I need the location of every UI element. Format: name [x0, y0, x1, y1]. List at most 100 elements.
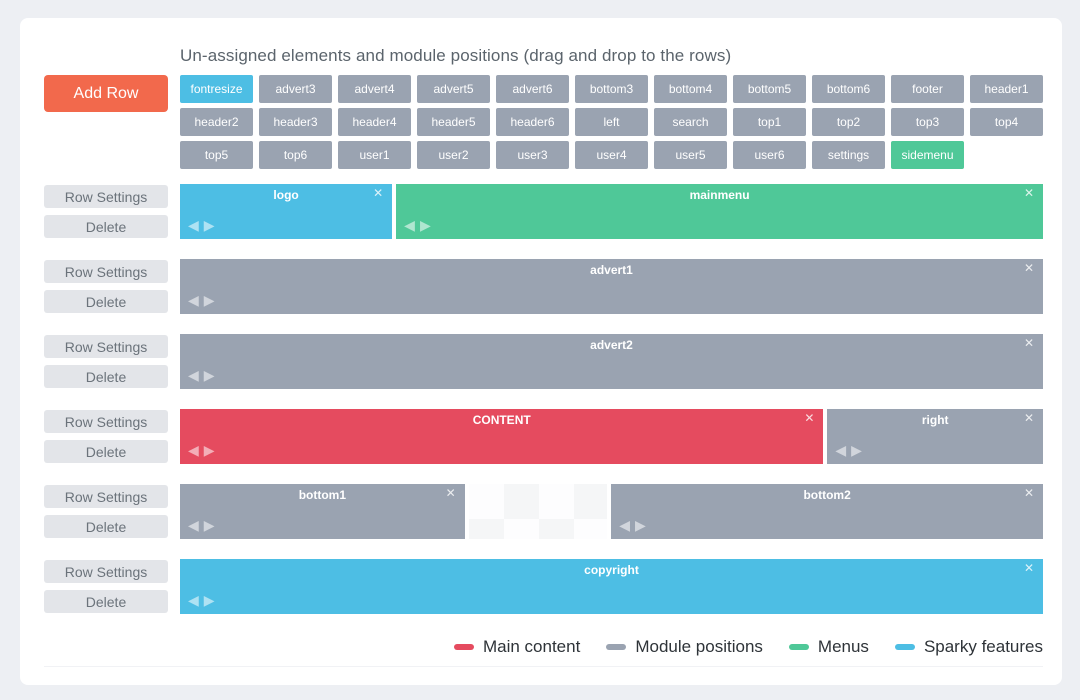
- chip-user1[interactable]: user1: [338, 141, 411, 169]
- chip-search[interactable]: search: [654, 108, 727, 136]
- resize-arrows: ◀ ▶: [188, 368, 215, 382]
- layout-builder-card: Add Row Un-assigned elements and module …: [20, 18, 1062, 685]
- row-settings-button[interactable]: Row Settings: [44, 485, 168, 508]
- legend-item: Main content: [453, 637, 581, 657]
- row-controls: Row Settings Delete: [44, 559, 180, 614]
- chip-advert3[interactable]: advert3: [259, 75, 332, 103]
- legend-label: Menus: [817, 637, 869, 656]
- resize-right-icon[interactable]: ▶: [203, 517, 215, 533]
- delete-row-button[interactable]: Delete: [44, 215, 168, 238]
- position-block-advert1[interactable]: advert1 ✕ ◀ ▶: [180, 259, 1043, 314]
- chip-header1[interactable]: header1: [970, 75, 1043, 103]
- block-label: right: [921, 413, 949, 427]
- legend-swatch: [453, 644, 474, 650]
- resize-left-icon[interactable]: ◀: [188, 367, 199, 383]
- delete-row-button[interactable]: Delete: [44, 515, 168, 538]
- chip-header2[interactable]: header2: [180, 108, 253, 136]
- remove-block-icon[interactable]: ✕: [445, 486, 456, 500]
- position-block-content[interactable]: CONTENT ✕ ◀ ▶: [180, 409, 824, 464]
- resize-arrows: ◀ ▶: [619, 518, 646, 532]
- chip-advert6[interactable]: advert6: [496, 75, 569, 103]
- position-block-copyright[interactable]: copyright ✕ ◀ ▶: [180, 559, 1043, 614]
- position-block-bottom1[interactable]: bottom1 ✕ ◀ ▶: [180, 484, 465, 539]
- remove-block-icon[interactable]: ✕: [1023, 411, 1034, 425]
- remove-block-icon[interactable]: ✕: [1023, 486, 1035, 500]
- resize-right-icon[interactable]: ▶: [203, 442, 215, 458]
- block-label: CONTENT: [472, 413, 531, 427]
- delete-row-button[interactable]: Delete: [44, 440, 168, 463]
- chip-header5[interactable]: header5: [417, 108, 490, 136]
- remove-block-icon[interactable]: ✕: [1023, 336, 1034, 350]
- resize-right-icon[interactable]: ▶: [203, 217, 215, 233]
- empty-drop-slot: [468, 484, 608, 539]
- row-settings-button[interactable]: Row Settings: [44, 260, 168, 283]
- chip-top2[interactable]: top2: [812, 108, 885, 136]
- chip-advert5[interactable]: advert5: [417, 75, 490, 103]
- chip-advert4[interactable]: advert4: [338, 75, 411, 103]
- resize-left-icon[interactable]: ◀: [188, 442, 199, 458]
- resize-right-icon[interactable]: ▶: [635, 517, 646, 533]
- resize-left-icon[interactable]: ◀: [188, 217, 199, 233]
- chip-sidemenu[interactable]: sidemenu: [891, 141, 964, 169]
- delete-row-button[interactable]: Delete: [44, 590, 168, 613]
- position-block-logo[interactable]: logo ✕ ◀ ▶: [180, 184, 393, 239]
- remove-block-icon[interactable]: ✕: [1023, 186, 1034, 200]
- chip-top1[interactable]: top1: [733, 108, 806, 136]
- delete-row-button[interactable]: Delete: [44, 365, 168, 388]
- position-block-mainmenu[interactable]: mainmenu ✕ ◀ ▶: [396, 184, 1043, 239]
- chip-user3[interactable]: user3: [496, 141, 569, 169]
- position-block-advert2[interactable]: advert2 ✕ ◀ ▶: [180, 334, 1043, 389]
- resize-left-icon[interactable]: ◀: [619, 517, 631, 533]
- chip-user2[interactable]: user2: [417, 141, 490, 169]
- chip-bottom4[interactable]: bottom4: [654, 75, 727, 103]
- chip-fontresize[interactable]: fontresize: [180, 75, 253, 103]
- chip-top6[interactable]: top6: [259, 141, 332, 169]
- chip-top3[interactable]: top3: [891, 108, 964, 136]
- position-block-bottom2[interactable]: bottom2 ✕ ◀ ▶: [611, 484, 1044, 539]
- remove-block-icon[interactable]: ✕: [373, 186, 384, 200]
- row-settings-button[interactable]: Row Settings: [44, 410, 168, 433]
- legend-swatch: [788, 644, 809, 650]
- chip-header6[interactable]: header6: [496, 108, 569, 136]
- chip-left[interactable]: left: [575, 108, 648, 136]
- resize-left-icon[interactable]: ◀: [188, 292, 199, 308]
- resize-right-icon[interactable]: ▶: [851, 442, 862, 458]
- row-blocks: CONTENT ✕ ◀ ▶ right ✕ ◀ ▶: [180, 409, 1043, 464]
- chip-user4[interactable]: user4: [575, 141, 648, 169]
- resize-left-icon[interactable]: ◀: [188, 592, 199, 608]
- resize-left-icon[interactable]: ◀: [188, 517, 199, 533]
- row-settings-button[interactable]: Row Settings: [44, 560, 168, 583]
- chip-header3[interactable]: header3: [259, 108, 332, 136]
- block-label: bottom2: [803, 488, 851, 502]
- position-block-right[interactable]: right ✕ ◀ ▶: [827, 409, 1043, 464]
- chip-settings[interactable]: settings: [812, 141, 885, 169]
- layout-row: Row Settings Delete copyright ✕ ◀ ▶: [44, 559, 1043, 614]
- legend-label: Main content: [482, 637, 581, 656]
- delete-row-button[interactable]: Delete: [44, 290, 168, 313]
- chip-user5[interactable]: user5: [654, 141, 727, 169]
- chip-bottom3[interactable]: bottom3: [575, 75, 648, 103]
- block-label: advert1: [590, 263, 633, 277]
- layout-row: Row Settings Delete advert1 ✕ ◀ ▶: [44, 259, 1043, 314]
- add-row-button[interactable]: Add Row: [44, 75, 168, 112]
- resize-right-icon[interactable]: ▶: [203, 367, 215, 383]
- resize-right-icon[interactable]: ▶: [203, 292, 215, 308]
- row-settings-button[interactable]: Row Settings: [44, 335, 168, 358]
- chip-bottom5[interactable]: bottom5: [733, 75, 806, 103]
- chip-top5[interactable]: top5: [180, 141, 253, 169]
- resize-right-icon[interactable]: ▶: [203, 592, 215, 608]
- row-settings-button[interactable]: Row Settings: [44, 185, 168, 208]
- resize-right-icon[interactable]: ▶: [419, 217, 431, 233]
- chip-bottom6[interactable]: bottom6: [812, 75, 885, 103]
- layout-row: Row Settings Delete bottom1 ✕ ◀ ▶ bottom2 ✕ ◀ ▶: [44, 484, 1044, 539]
- remove-block-icon[interactable]: ✕: [804, 411, 815, 425]
- remove-block-icon[interactable]: ✕: [1023, 261, 1034, 275]
- resize-left-icon[interactable]: ◀: [835, 442, 847, 458]
- row-controls: Row Settings Delete: [44, 484, 180, 539]
- chip-user6[interactable]: user6: [733, 141, 806, 169]
- remove-block-icon[interactable]: ✕: [1023, 561, 1034, 575]
- resize-left-icon[interactable]: ◀: [404, 217, 415, 233]
- chip-footer[interactable]: footer: [891, 75, 964, 103]
- chip-header4[interactable]: header4: [338, 108, 411, 136]
- chip-top4[interactable]: top4: [970, 108, 1043, 136]
